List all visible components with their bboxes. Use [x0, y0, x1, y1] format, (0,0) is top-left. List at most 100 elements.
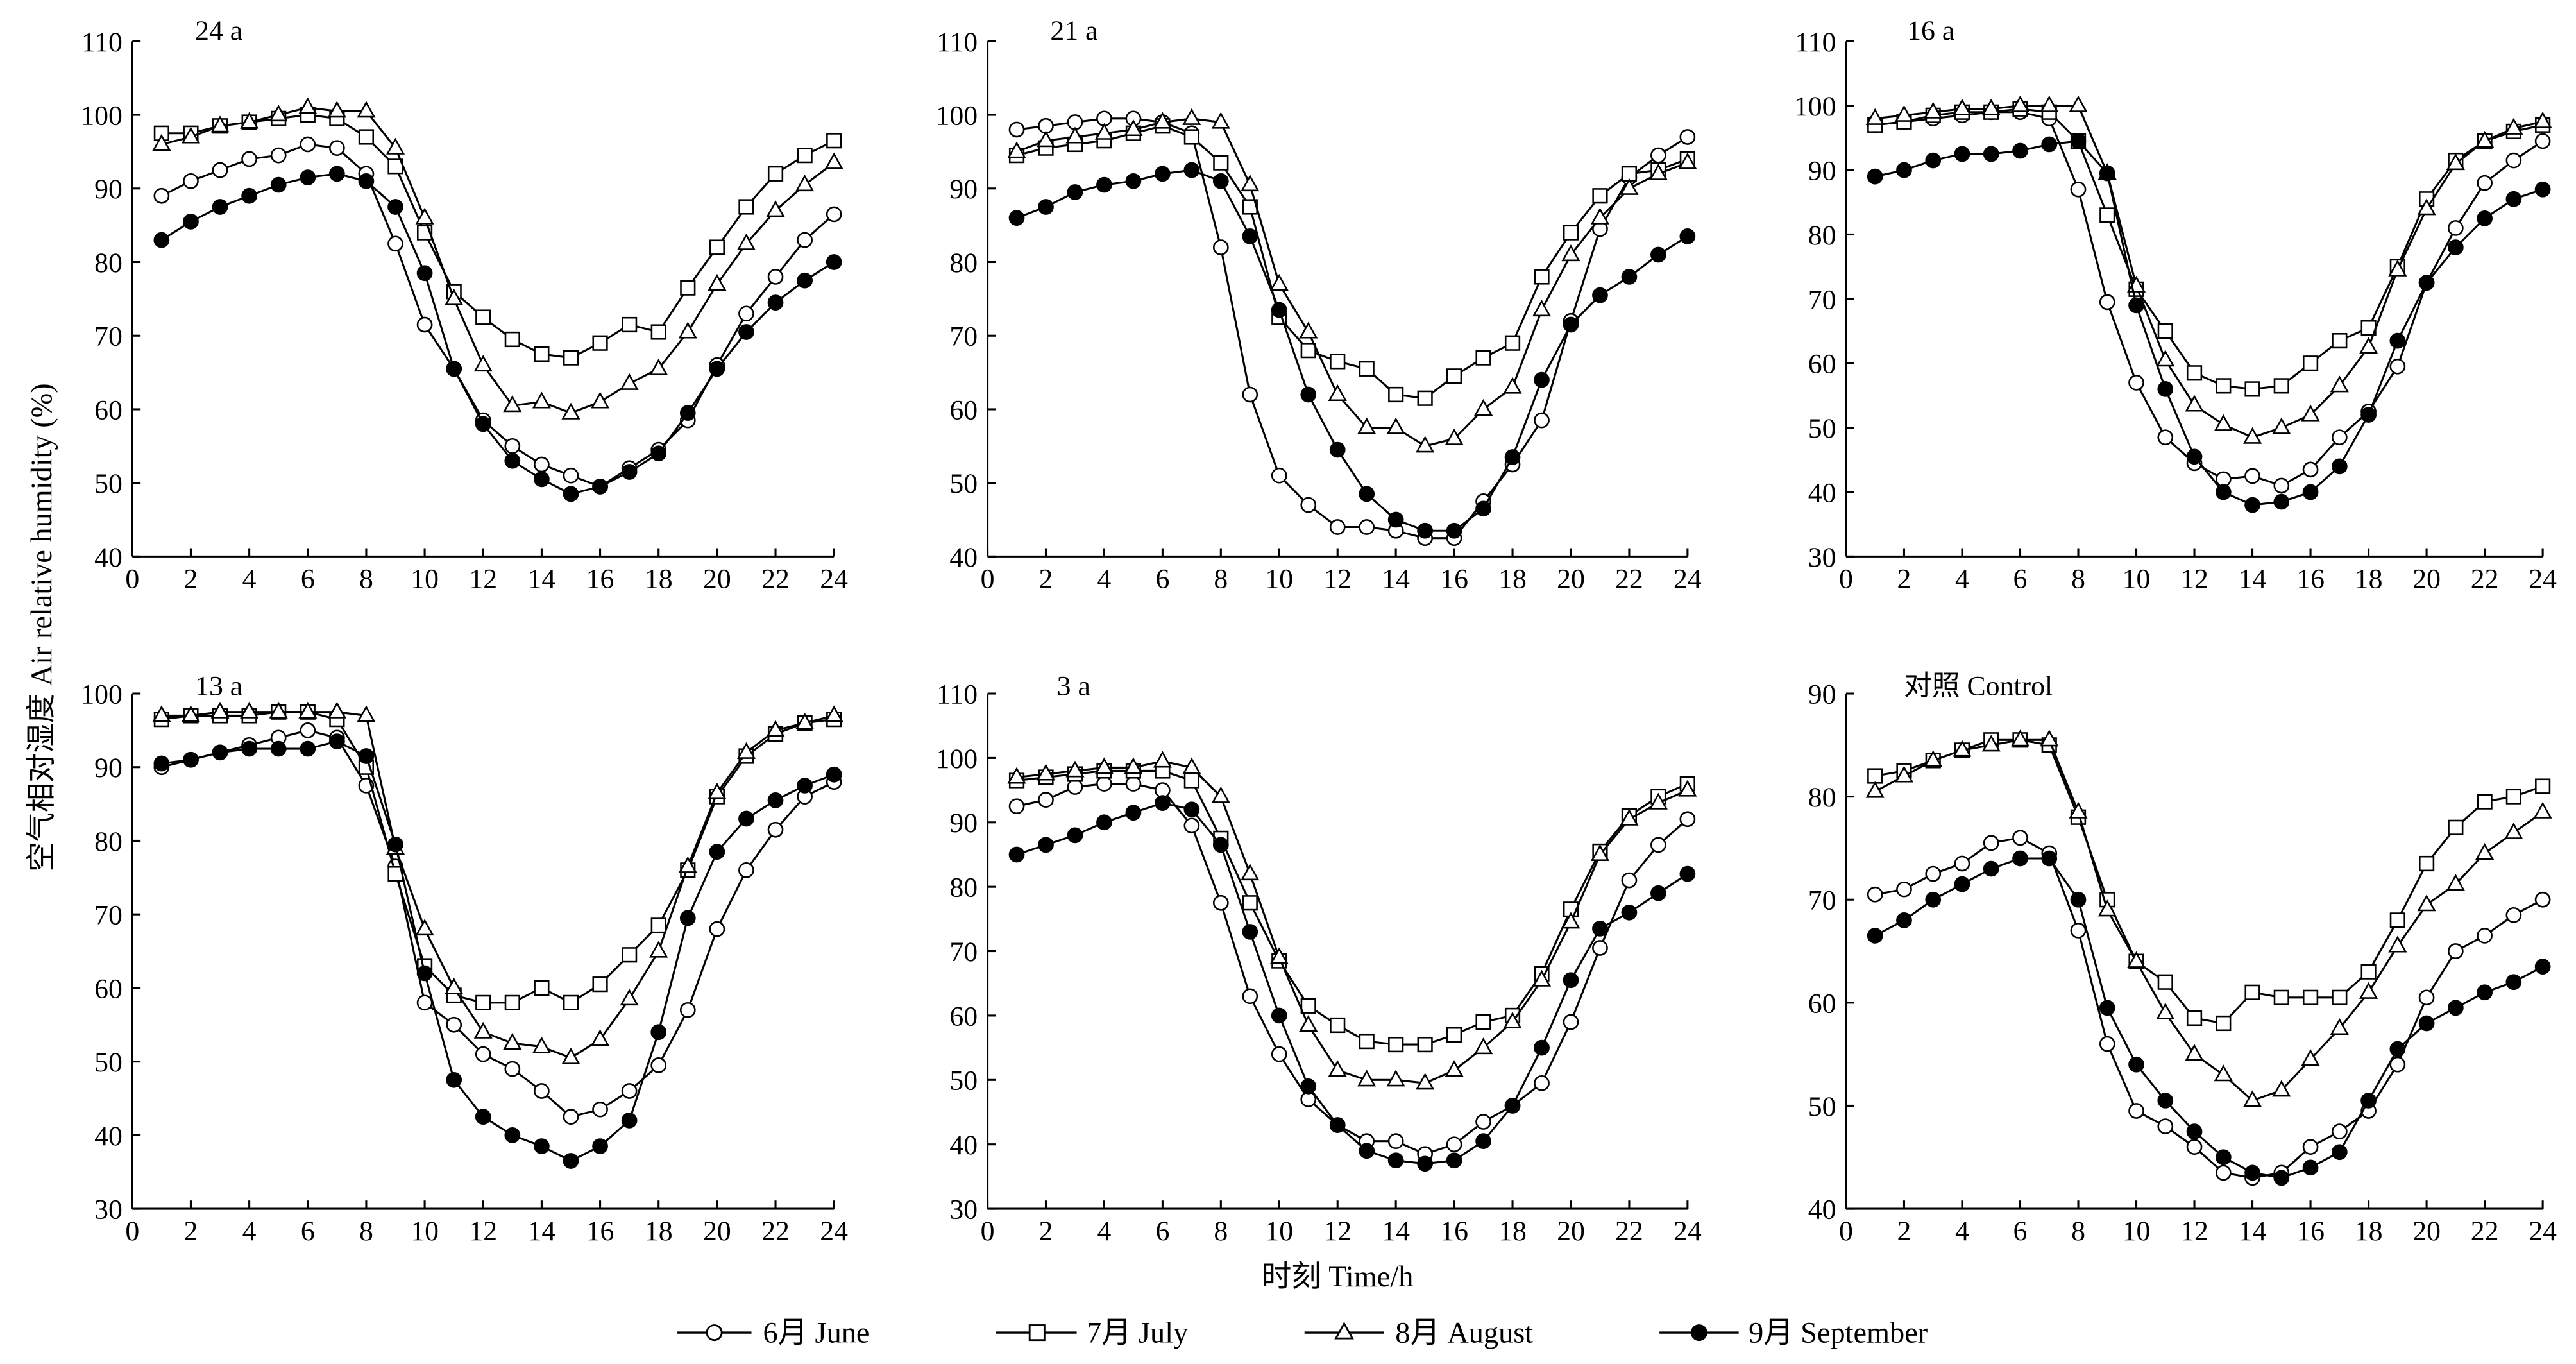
data-point-june: [797, 232, 813, 248]
data-point-september: [1212, 173, 1229, 189]
data-point-june: [1038, 792, 1054, 808]
data-point-september: [2273, 1170, 2290, 1186]
data-point-september: [563, 1153, 579, 1169]
data-point-august: [532, 1036, 551, 1053]
data-point-august: [240, 701, 259, 719]
data-point-june: [2128, 375, 2144, 391]
x-tick-label: 18: [2355, 563, 2383, 594]
y-tick-label: 110: [936, 27, 978, 58]
data-point-august: [1561, 912, 1580, 929]
open-circle-icon: [706, 1324, 723, 1342]
x-tick-label: 24: [2529, 1216, 2557, 1247]
y-tick-label: 40: [1808, 1195, 1836, 1225]
x-tick-label: 22: [2471, 1216, 2499, 1247]
data-point-august: [327, 701, 346, 719]
data-point-september: [153, 232, 170, 248]
data-point-july: [1867, 768, 1883, 784]
legend-label: 8月 August: [1395, 1317, 1533, 1350]
data-point-august: [2185, 395, 2204, 412]
data-point-august: [591, 391, 610, 409]
y-tick-label: 90: [94, 753, 123, 783]
data-point-august: [473, 355, 493, 372]
data-point-july: [2332, 333, 2348, 349]
y-tick-label: 70: [94, 321, 123, 352]
data-point-august: [1953, 98, 1972, 115]
data-point-september: [1896, 162, 1912, 178]
data-point-september: [767, 294, 784, 311]
x-tick-label: 12: [1323, 1216, 1352, 1247]
series-line-june: [1875, 111, 2543, 487]
data-point-august: [181, 126, 201, 144]
data-point-september: [2041, 850, 2058, 867]
data-point-june: [2070, 923, 2087, 939]
data-point-august: [152, 133, 171, 151]
data-point-august: [1924, 101, 1943, 119]
data-point-june: [2534, 891, 2551, 908]
data-point-september: [1242, 228, 1258, 244]
y-tick-label: 60: [1808, 349, 1836, 380]
x-tick-label: 2: [1897, 563, 1911, 594]
data-point-june: [1954, 855, 1970, 872]
data-point-august: [298, 701, 318, 719]
x-tick-label: 10: [411, 563, 439, 594]
data-point-august: [181, 705, 201, 722]
data-point-september: [387, 199, 403, 215]
data-point-august: [2417, 198, 2436, 216]
y-tick-label: 80: [949, 873, 978, 903]
data-point-june: [563, 1109, 579, 1125]
data-point-september: [1592, 921, 1608, 937]
data-point-september: [738, 810, 754, 827]
data-point-september: [241, 187, 257, 204]
y-tick-label: 50: [94, 468, 123, 499]
data-point-august: [1590, 844, 1610, 862]
data-point-september: [212, 744, 228, 761]
data-point-august: [152, 705, 171, 722]
data-point-august: [1036, 763, 1056, 781]
x-tick-label: 16: [2296, 1216, 2325, 1247]
x-tick-label: 22: [1615, 563, 1643, 594]
panel-title: 16 a: [1907, 15, 1954, 46]
x-tick-label: 24: [820, 1216, 848, 1247]
data-point-september: [709, 844, 725, 860]
data-point-september: [300, 169, 316, 185]
series-line-july: [161, 711, 835, 1004]
data-point-august: [1328, 384, 1347, 402]
data-point-august: [2359, 337, 2378, 354]
data-point-june: [1271, 1046, 1287, 1062]
data-point-september: [650, 445, 667, 462]
x-tick-label: 14: [1382, 563, 1410, 594]
data-point-september: [183, 214, 199, 230]
data-point-august: [795, 175, 815, 192]
y-tick-label: 40: [949, 542, 978, 573]
data-point-june: [1242, 386, 1258, 403]
data-point-august: [2214, 414, 2233, 431]
x-tick-label: 2: [1039, 1216, 1053, 1247]
y-tick-label: 50: [1808, 1091, 1836, 1122]
data-point-june: [709, 921, 725, 937]
data-point-august: [327, 101, 346, 118]
data-point-august: [649, 358, 668, 375]
x-tick-label: 18: [645, 1216, 673, 1247]
data-point-september: [446, 361, 462, 377]
data-point-august: [2010, 95, 2030, 112]
data-point-july: [2477, 794, 2493, 810]
data-point-august: [1299, 1014, 1318, 1032]
data-point-july: [1330, 354, 1346, 370]
data-point-july: [709, 239, 725, 255]
data-point-september: [2477, 984, 2493, 1001]
data-point-september: [679, 405, 696, 422]
data-point-august: [1532, 300, 1552, 317]
data-point-august: [824, 152, 843, 169]
data-point-june: [1475, 1114, 1491, 1130]
data-point-september: [1475, 1133, 1491, 1150]
data-point-september: [1621, 904, 1638, 921]
data-point-september: [709, 361, 725, 377]
data-point-june: [2505, 907, 2522, 923]
data-point-september: [1183, 162, 1200, 178]
data-point-september: [183, 751, 199, 768]
data-point-june: [621, 1083, 638, 1099]
data-point-july: [1417, 1036, 1433, 1053]
legend-label: 7月 July: [1087, 1317, 1188, 1350]
